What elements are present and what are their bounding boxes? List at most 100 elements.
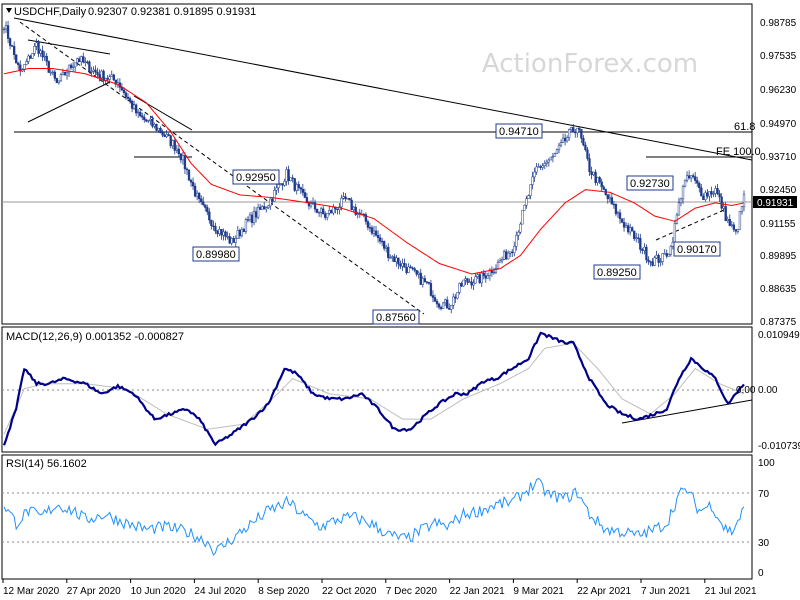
rsi-y-tick: 30 bbox=[758, 538, 770, 549]
ohlc-readout: 0.92307 0.92381 0.91895 0.91931 bbox=[88, 6, 256, 18]
candle-body bbox=[53, 71, 56, 79]
candle-body bbox=[620, 218, 624, 223]
candle-body bbox=[482, 272, 485, 277]
candle-body bbox=[84, 61, 87, 63]
candle-body bbox=[694, 176, 697, 181]
price-y-tick: 0.94970 bbox=[760, 119, 797, 130]
candle-body bbox=[504, 251, 508, 260]
price-y-tick: 0.88635 bbox=[760, 284, 797, 295]
candle-body bbox=[665, 253, 668, 257]
candle-body bbox=[594, 171, 597, 183]
candle-body bbox=[248, 214, 252, 221]
candle-body bbox=[324, 213, 327, 218]
candle-body bbox=[155, 124, 158, 131]
candle-body bbox=[572, 127, 575, 133]
candle-body bbox=[539, 166, 542, 168]
candle-body bbox=[141, 115, 144, 118]
candle-body bbox=[332, 207, 335, 214]
price-label-89980: 0.89980 bbox=[192, 246, 240, 262]
price-label-87560: 0.87560 bbox=[372, 309, 420, 325]
rsi-title: RSI(14) 56.1602 bbox=[6, 458, 87, 470]
candle-body bbox=[608, 197, 611, 200]
candle-body bbox=[401, 263, 404, 267]
candle-body bbox=[659, 261, 662, 263]
candle-body bbox=[149, 118, 152, 121]
candle-body bbox=[297, 184, 300, 188]
candle-body bbox=[535, 166, 538, 173]
candle-body bbox=[63, 71, 67, 76]
candle-body bbox=[74, 62, 77, 68]
candle-body bbox=[134, 104, 138, 114]
candle-body bbox=[732, 224, 735, 230]
candle-body bbox=[234, 238, 237, 243]
candle-body bbox=[441, 302, 445, 309]
candle-body bbox=[342, 196, 345, 199]
candle-body bbox=[254, 211, 258, 218]
candle-body bbox=[606, 194, 609, 200]
candle-body bbox=[633, 230, 636, 240]
candle-body bbox=[106, 78, 109, 80]
candle-body bbox=[309, 202, 313, 207]
candle-body bbox=[527, 195, 530, 200]
candle-body bbox=[130, 100, 134, 109]
candle-body bbox=[610, 197, 614, 205]
level-label-fe: FE 100.0 bbox=[716, 146, 761, 158]
candle-body bbox=[271, 198, 274, 202]
current-price-tag: 0.91931 bbox=[753, 196, 797, 209]
x-tick-label: 12 Mar 2020 bbox=[3, 586, 60, 597]
candle-body bbox=[210, 219, 213, 227]
candle-body bbox=[69, 64, 73, 68]
candle-body bbox=[592, 171, 595, 175]
candle-body bbox=[403, 263, 406, 268]
candle-body bbox=[108, 76, 111, 80]
candle-body bbox=[265, 207, 268, 210]
candle-body bbox=[137, 111, 140, 114]
candle-body bbox=[124, 92, 128, 98]
candle-body bbox=[429, 283, 433, 296]
x-tick-label: 22 Oct 2020 bbox=[322, 586, 377, 597]
candle-body bbox=[657, 255, 660, 263]
candle-body bbox=[47, 61, 50, 73]
candle-body bbox=[590, 171, 593, 175]
candle-body bbox=[17, 62, 20, 66]
candle-body bbox=[704, 192, 707, 200]
candle-body bbox=[204, 204, 207, 208]
candle-body bbox=[529, 184, 532, 196]
candle-body bbox=[409, 266, 412, 269]
candle-body bbox=[618, 212, 622, 219]
candle-body bbox=[433, 297, 437, 302]
price-y-axis: 0.98785 0.97535 0.96230 0.94970 0.93710 … bbox=[760, 18, 797, 328]
candle-body bbox=[643, 246, 646, 251]
candle-body bbox=[655, 255, 658, 259]
candle-body bbox=[708, 191, 711, 197]
macd-y-axis: 0.010949 0.00 -0.010739 0.00 bbox=[736, 330, 800, 452]
candle-body bbox=[692, 175, 695, 177]
svg-text:0.89250: 0.89250 bbox=[597, 267, 637, 279]
candle-body bbox=[19, 64, 22, 72]
candle-body bbox=[31, 53, 34, 59]
macd-y-tick: 0.010949 bbox=[758, 330, 800, 341]
candle-body bbox=[480, 272, 483, 284]
candle-body bbox=[279, 183, 282, 185]
candle-body bbox=[102, 70, 105, 82]
candle-body bbox=[584, 144, 587, 151]
candle-body bbox=[720, 196, 723, 209]
candle-body bbox=[269, 198, 272, 207]
candle-body bbox=[112, 74, 115, 81]
macd-y-tick: -0.010739 bbox=[758, 441, 800, 452]
triangle-upper bbox=[27, 39, 111, 55]
candle-body bbox=[189, 180, 193, 183]
candle-body bbox=[6, 25, 10, 39]
x-tick-label: 27 Apr 2020 bbox=[67, 586, 121, 597]
candle-body bbox=[521, 209, 524, 225]
x-tick-label: 7 Jun 2021 bbox=[641, 586, 691, 597]
candle-body bbox=[472, 282, 475, 286]
candle-body bbox=[202, 201, 205, 205]
candle-body bbox=[183, 155, 187, 170]
candle-body bbox=[724, 206, 727, 221]
candle-body bbox=[322, 208, 325, 215]
price-y-tick: 0.87375 bbox=[760, 317, 797, 328]
x-tick-label: 8 Sep 2020 bbox=[258, 586, 310, 597]
candle-body bbox=[336, 208, 339, 210]
